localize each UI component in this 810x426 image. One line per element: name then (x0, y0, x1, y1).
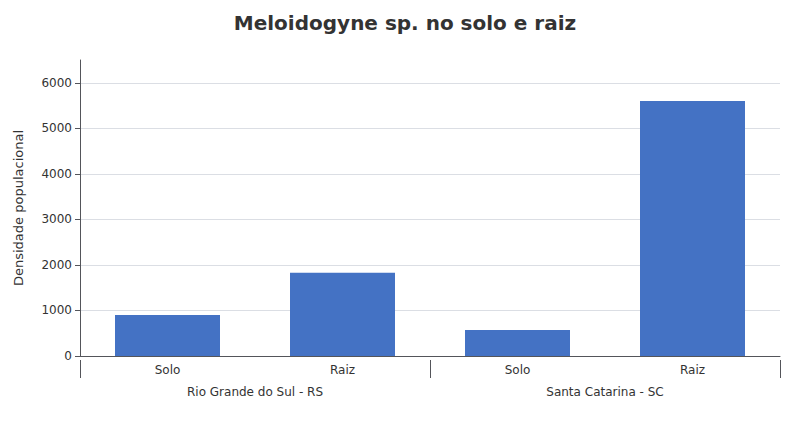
svg-text:Santa Catarina - SC: Santa Catarina - SC (546, 385, 663, 399)
svg-text:Solo: Solo (155, 363, 181, 377)
svg-text:5000: 5000 (41, 121, 72, 135)
svg-text:Rio Grande do Sul - RS: Rio Grande do Sul - RS (187, 385, 323, 399)
svg-text:Meloidogyne sp. no solo e raiz: Meloidogyne sp. no solo e raiz (234, 11, 576, 35)
svg-text:Solo: Solo (505, 363, 531, 377)
svg-text:1000: 1000 (41, 303, 72, 317)
svg-text:Raiz: Raiz (330, 363, 355, 377)
svg-text:2000: 2000 (41, 258, 72, 272)
svg-text:0: 0 (64, 349, 72, 363)
svg-text:4000: 4000 (41, 167, 72, 181)
svg-text:Raiz: Raiz (680, 363, 705, 377)
svg-text:Densidade populacional: Densidade populacional (11, 130, 26, 286)
svg-text:6000: 6000 (41, 76, 72, 90)
svg-text:3000: 3000 (41, 212, 72, 226)
